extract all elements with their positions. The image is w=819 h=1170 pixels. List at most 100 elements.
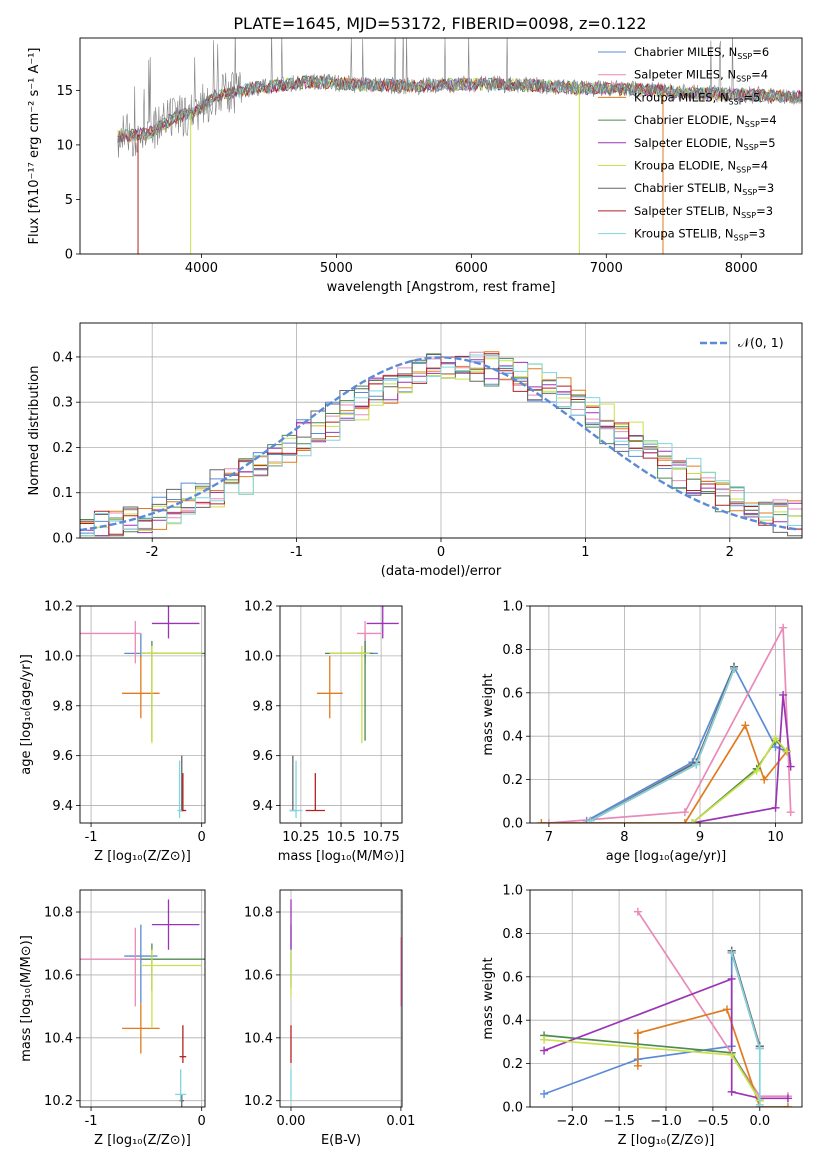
weight-marker-kroupa-miles (741, 721, 750, 730)
errorbar-salpeter-elodie (151, 606, 200, 639)
observed-spectrum (117, 38, 802, 158)
y-axis-label: Normed distribution (27, 366, 42, 496)
weight-marker-salpeter-elodie (786, 762, 795, 771)
axes-frame (279, 889, 403, 1108)
panel-age-vs-Z: -1 0 9.4 9.6 9.8 10.0 10.2 Z [log₁₀(Z/Z⊙)] age [… (19, 600, 206, 865)
y-tick-label: 10.0 (44, 649, 73, 664)
weight-marker-kroupa-miles (633, 1061, 642, 1070)
y-axis-label: mass weight (481, 673, 496, 755)
x-tick-label: 1 (581, 545, 589, 560)
axes-frame (79, 605, 206, 824)
y-tick-label: 0.4 (52, 350, 73, 365)
legend-subscript: SSP (737, 52, 752, 61)
legend-value: =3 (749, 227, 766, 241)
legend-subscript: SSP (729, 97, 744, 106)
legend-label: Chabrier ELODIE, N (634, 113, 745, 127)
weight-marker-salpeter-elodie (771, 803, 780, 812)
legend-label: Salpeter ELODIE, N (634, 136, 744, 150)
x-tick-label: -1 (290, 545, 303, 560)
weight-marker-kroupa-miles (783, 1103, 792, 1107)
errorbar-salpeter-stelib (179, 1025, 187, 1063)
weight-marker-kroupa-elodie (727, 1050, 736, 1059)
x-tick-label: -1 (85, 1114, 98, 1129)
panel-mass-vs-Z: -1 0 10.2 10.4 10.6 10.8 Z [log₁₀(Z/Z⊙)] mass [… (19, 889, 206, 1148)
y-tick-label: 10.2 (244, 1094, 273, 1109)
x-tick-label: -2 (146, 545, 159, 560)
weight-marker-salpeter-miles (544, 819, 553, 823)
legend-entry: 𝒩(0, 1) (738, 335, 784, 350)
x-axis-label: age [log₁₀(age/yr)] (606, 849, 727, 864)
weight-marker-salpeter-miles (779, 623, 788, 632)
legend-subscript: SSP (736, 75, 751, 84)
y-tick-label: 0.2 (502, 773, 523, 788)
y-tick-label: 0.0 (502, 1101, 523, 1116)
legend-subscript: SSP (745, 120, 760, 129)
errorbar-kroupa-stelib (289, 760, 303, 819)
legend-entry: Chabrier ELODIE, NSSP=4 (634, 113, 777, 129)
legend-value: =6 (752, 45, 769, 59)
y-tick-label: 0.1 (52, 486, 73, 501)
legend-entry: Salpeter MILES, NSSP=4 (634, 68, 768, 84)
legend-label: Kroupa ELODIE, N (634, 159, 736, 173)
y-tick-label: 0.4 (502, 1014, 523, 1029)
axes-frame (79, 322, 803, 539)
y-tick-label: 1.0 (502, 884, 523, 899)
legend-label: Kroupa MILES, N (634, 90, 729, 104)
legend-subscript: SSP (734, 234, 749, 243)
weight-line-salpeter-elodie (692, 694, 792, 823)
weight-marker-kroupa-stelib (727, 948, 736, 957)
errorbar-salpeter-elodie (366, 606, 399, 639)
x-tick-label: 10 (767, 830, 784, 845)
plot-area-residuals (80, 351, 802, 537)
y-tick-label: 10.4 (244, 1031, 273, 1046)
errorbar-salpeter-elodie (151, 899, 200, 950)
x-tick-label: 0 (198, 1114, 206, 1129)
y-tick-label: 10.4 (44, 1031, 73, 1046)
y-tick-label: 9.4 (252, 799, 273, 814)
plot-area-spectrum (117, 38, 802, 254)
y-tick-label: 0.6 (502, 970, 523, 985)
legend-entry: Salpeter STELIB, NSSP=3 (634, 204, 773, 220)
x-axis-label: Z [log₁₀(Z/Z⊙)] (618, 1133, 715, 1148)
x-tick-label: -1 (85, 830, 98, 845)
y-tick-label: 1.0 (502, 600, 523, 615)
legend-label: Chabrier MILES, N (634, 45, 737, 59)
x-tick-label: 0.00 (277, 1114, 306, 1129)
y-axis-label: mass [log₁₀(M/M⊙)] (19, 935, 34, 1062)
y-tick-label: 10.6 (44, 968, 73, 983)
errorbar-kroupa-stelib (177, 760, 182, 819)
legend-value: =5 (759, 136, 776, 150)
weight-marker-kroupa-stelib (586, 816, 595, 823)
y-tick-label: 0.0 (52, 532, 73, 547)
weight-marker-salpeter-elodie (727, 1087, 736, 1096)
x-tick-label: 7000 (590, 261, 623, 276)
x-tick-label: 4000 (185, 261, 218, 276)
x-axis-label: Z [log₁₀(Z/Z⊙)] (94, 1133, 191, 1148)
errorbar-kroupa-miles (122, 1003, 160, 1054)
y-tick-label: 9.6 (52, 749, 73, 764)
plot-area-age-vs-Z (80, 606, 205, 819)
x-axis-label: wavelength [Angstrom, rest frame] (327, 280, 556, 295)
weight-marker-kroupa-miles (633, 1029, 642, 1038)
weight-marker-salpeter-miles (633, 907, 642, 916)
errorbar-salpeter-miles (80, 927, 141, 1007)
x-tick-label: −0.5 (697, 1114, 729, 1129)
weight-marker-kroupa-miles (680, 819, 689, 823)
y-tick-label: 0.3 (52, 396, 73, 411)
y-tick-label: 9.4 (52, 799, 73, 814)
y-axis-label: age [log₁₀(age/yr)] (19, 654, 34, 775)
y-tick-label: 10.0 (244, 649, 273, 664)
legend-subscript: SSP (744, 143, 759, 152)
y-tick-label: 0.0 (502, 817, 523, 832)
y-tick-label: 5 (65, 193, 73, 208)
axes-frame (79, 889, 206, 1108)
legend-entry: Kroupa MILES, NSSP=5 (634, 90, 760, 106)
x-tick-label: 2 (726, 545, 734, 560)
panel-mass-weight-vs-age: 7 8 9 10 0.0 0.2 0.4 0.6 0.8 1.0 age [log₁₀(age/yr… (481, 600, 803, 864)
legend-value: =4 (751, 68, 768, 82)
plot-area-mass-weight-vs-Z (540, 907, 792, 1107)
plot-area-mass-vs-Z (80, 899, 205, 1107)
x-tick-label: −1.0 (650, 1114, 682, 1129)
y-tick-label: 0.8 (502, 927, 523, 942)
